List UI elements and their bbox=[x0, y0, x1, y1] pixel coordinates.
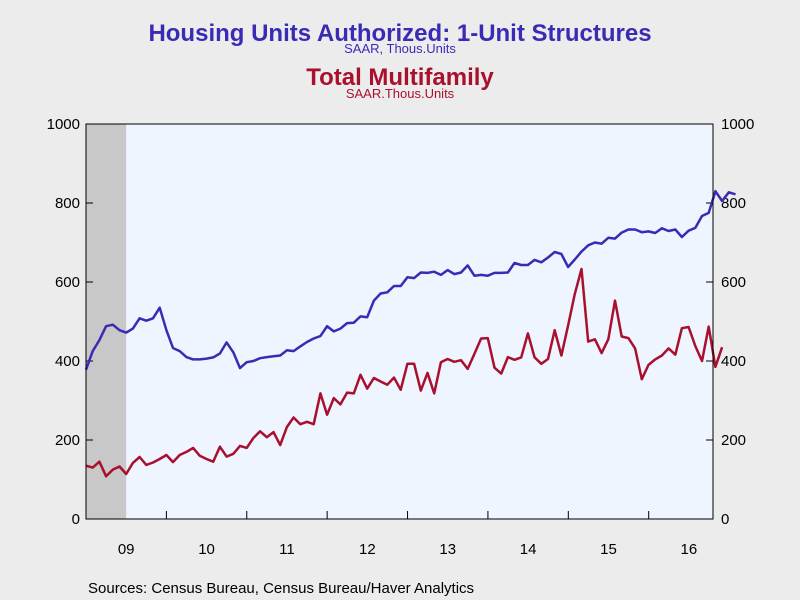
y-tick-label-left: 400 bbox=[55, 353, 80, 370]
y-tick-label-right: 0 bbox=[721, 511, 729, 528]
x-tick-label: 15 bbox=[600, 541, 617, 558]
plot-area bbox=[86, 124, 713, 519]
x-tick-label: 11 bbox=[279, 541, 295, 558]
y-tick-label-left: 600 bbox=[55, 274, 80, 291]
series-line-single-unit bbox=[84, 189, 736, 371]
y-tick-label-right: 800 bbox=[721, 195, 746, 212]
y-tick-label-left: 1000 bbox=[47, 116, 80, 133]
y-tick-label-left: 0 bbox=[72, 511, 80, 528]
source-note: Sources: Census Bureau, Census Bureau/Ha… bbox=[88, 580, 474, 597]
chart-title-2: Total Multifamily bbox=[306, 64, 494, 91]
x-tick-label: 16 bbox=[681, 541, 698, 558]
y-tick-label-right: 400 bbox=[721, 353, 746, 370]
x-tick-label: 12 bbox=[359, 541, 376, 558]
chart-subtitle-2: SAAR.Thous.Units bbox=[346, 86, 455, 101]
x-tick-label: 09 bbox=[118, 541, 135, 558]
plot-frame bbox=[85, 123, 714, 520]
recession-shading bbox=[86, 124, 127, 519]
chart-title-1: Housing Units Authorized: 1-Unit Structu… bbox=[148, 20, 651, 47]
y-axis-ticks: 0 200 400 600 800 1000 0 200 400 600 800 1000 bbox=[47, 116, 755, 528]
x-tick-label: 10 bbox=[198, 541, 215, 558]
series-lines bbox=[84, 189, 736, 478]
y-tick-label-right: 200 bbox=[721, 432, 746, 449]
x-tick-label: 13 bbox=[439, 541, 456, 558]
y-tick-label-left: 200 bbox=[55, 432, 80, 449]
y-tick-label-right: 1000 bbox=[721, 116, 754, 133]
y-tick-label-right: 600 bbox=[721, 274, 746, 291]
x-tick-label: 14 bbox=[520, 541, 537, 558]
y-tick-label-left: 800 bbox=[55, 195, 80, 212]
x-axis-ticks: 09 10 11 12 13 14 15 16 bbox=[118, 511, 697, 558]
series-line-multifamily bbox=[85, 267, 724, 478]
chart-subtitle-1: SAAR, Thous.Units bbox=[344, 41, 456, 56]
